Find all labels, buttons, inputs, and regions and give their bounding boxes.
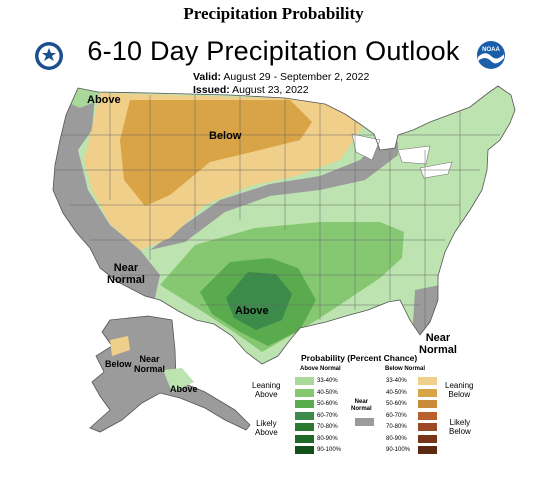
label-near-normal-west-line2: Normal xyxy=(107,274,145,286)
valid-dates: Valid: August 29 - September 2, 2022 xyxy=(193,71,369,83)
below-40-50-region xyxy=(120,100,312,206)
legend-above-header: Above Normal xyxy=(300,366,341,372)
legend-near-line1: Near xyxy=(354,399,368,405)
legend-above-range-label: 80-90% xyxy=(317,435,338,442)
near-normal-band-region xyxy=(150,140,398,250)
legend-above-range-label: 50-60% xyxy=(317,401,338,407)
legend-likely-above: Likely Above xyxy=(255,419,278,437)
legend-likely-above-line2: Above xyxy=(255,428,278,437)
issued-date: Issued: August 23, 2022 xyxy=(193,84,309,96)
legend-leaning-below-line1: Leaning xyxy=(445,381,474,390)
legend-likely-below-line1: Likely xyxy=(449,418,471,427)
legend-above-range-label: 70-80% xyxy=(317,424,338,430)
label-near-normal-alaska-line2: Normal xyxy=(134,364,166,374)
legend-above-range-label: 90-100% xyxy=(317,447,342,453)
legend-above-swatch xyxy=(295,434,314,443)
legend-below-swatch xyxy=(418,377,437,385)
legend-above-swatch xyxy=(295,377,314,385)
issued-label: Issued: xyxy=(193,84,230,96)
legend-above-range-label: 33-40% xyxy=(317,378,338,384)
legend-below-swatch xyxy=(418,411,437,420)
legend-above-swatch xyxy=(295,388,314,397)
above-60-70-region xyxy=(226,272,292,330)
state-boundaries xyxy=(55,90,500,330)
legend-below-range-label: 33-40% xyxy=(386,378,407,384)
legend-below-range-label: 50-60% xyxy=(386,401,407,407)
legend-above-range-label: 40-50% xyxy=(317,389,338,396)
label-near-normal-west-line1: Near xyxy=(113,262,139,274)
label-above-nw: Above xyxy=(87,94,121,106)
legend-leaning-above-line1: Leaning xyxy=(252,381,281,390)
legend-below-swatch xyxy=(418,400,437,408)
legend-near-normal: Near Normal xyxy=(351,399,372,413)
legend-leaning-above-line2: Above xyxy=(254,390,278,399)
alaska-above-region xyxy=(163,368,194,392)
legend-above-swatch xyxy=(295,400,314,408)
legend-below-range-label: 70-80% xyxy=(386,424,407,430)
legend-likely-above-line1: Likely xyxy=(256,419,277,428)
label-near-normal-se-line1: Near xyxy=(425,332,451,344)
legend-likely-below-line2: Below xyxy=(449,427,471,436)
legend-above-range-label: 60-70% xyxy=(317,412,338,419)
page-header: Precipitation Probability xyxy=(183,4,364,23)
valid-label: Valid: xyxy=(193,71,222,83)
legend-below-header: Below Normal xyxy=(385,366,426,372)
legend-below-swatch xyxy=(418,388,437,397)
legend-title: Probability (Percent Chance) xyxy=(301,353,418,363)
noaa-logo-icon: NOAA xyxy=(477,41,505,69)
label-below-alaska: Below xyxy=(105,359,132,369)
legend-above-swatch xyxy=(295,446,314,454)
great-lakes-michigan xyxy=(351,133,381,161)
legend-leaning-below: Leaning Below xyxy=(445,381,473,399)
great-lakes-huron xyxy=(397,145,431,165)
legend-below-range-label: 40-50% xyxy=(386,389,407,396)
label-near-normal-west: Near Normal xyxy=(107,262,145,286)
legend-below-swatch xyxy=(418,434,437,443)
legend-below-range-label: 90-100% xyxy=(386,447,411,453)
legend-leaning-above: Leaning Above xyxy=(252,381,280,399)
legend-near-swatch xyxy=(355,418,374,426)
legend-near-line2: Normal xyxy=(351,406,372,412)
label-near-normal-se: Near Normal xyxy=(419,332,457,356)
label-near-normal-se-line2: Normal xyxy=(419,344,457,356)
label-above-alaska: Above xyxy=(170,384,198,394)
alaska-below-region xyxy=(110,336,130,356)
legend-below-swatch xyxy=(418,446,437,454)
legend-below-range-label: 60-70% xyxy=(386,412,407,419)
label-above-texas: Above xyxy=(235,305,269,317)
legend-below-swatch xyxy=(418,423,437,431)
legend-leaning-below-line2: Below xyxy=(448,390,471,399)
label-near-normal-alaska: Near Normal xyxy=(134,354,165,374)
legend-above-swatch xyxy=(295,411,314,420)
valid-value: August 29 - September 2, 2022 xyxy=(223,71,370,83)
commerce-seal-icon xyxy=(35,42,63,70)
issued-value: August 23, 2022 xyxy=(232,84,309,96)
legend-above-swatch xyxy=(295,423,314,431)
map-title: 6-10 Day Precipitation Outlook xyxy=(87,36,460,66)
label-below-central: Below xyxy=(209,130,242,142)
legend-likely-below: Likely Below xyxy=(449,418,471,436)
legend-below-range-label: 80-90% xyxy=(386,435,407,442)
noaa-logo-text: NOAA xyxy=(482,47,500,53)
label-near-normal-alaska-line1: Near xyxy=(139,354,160,364)
